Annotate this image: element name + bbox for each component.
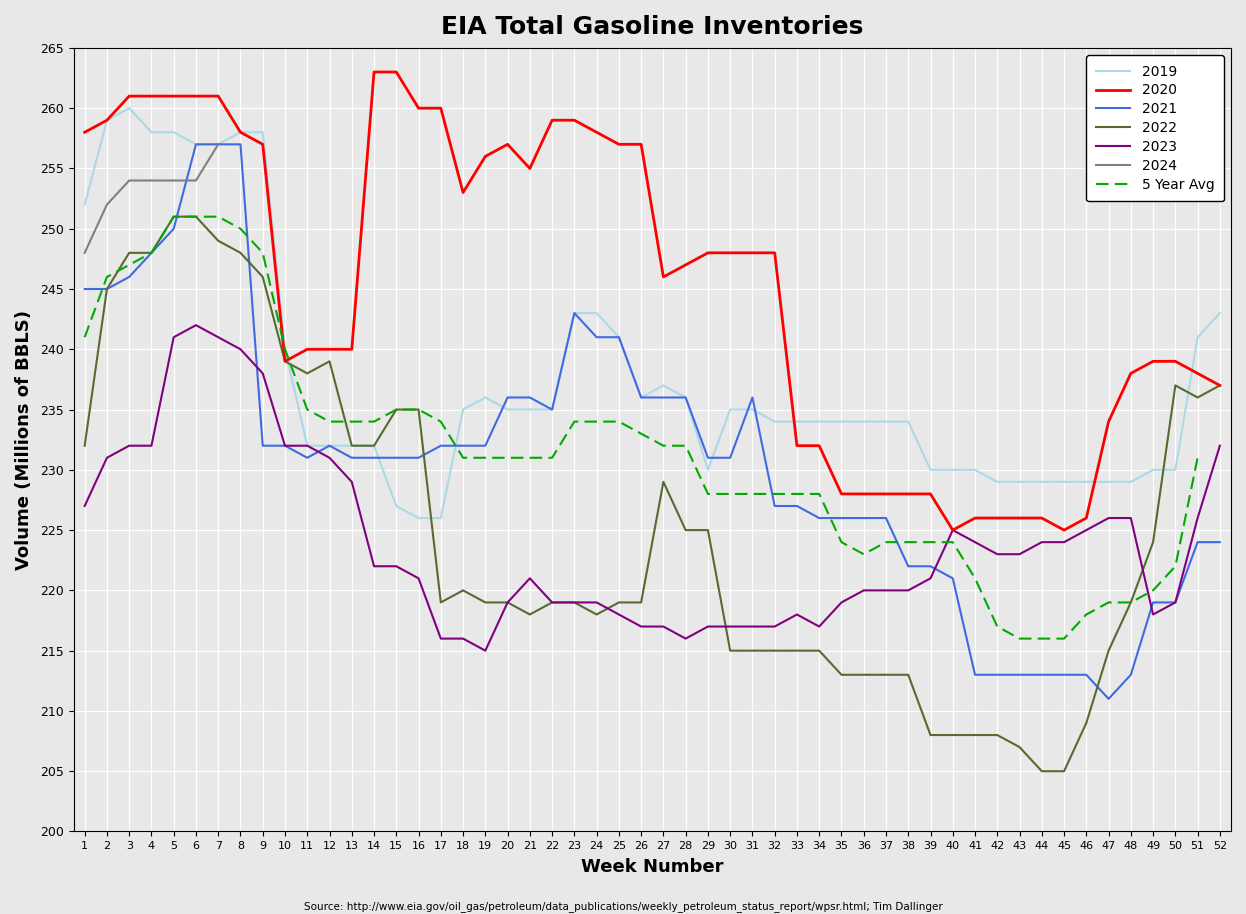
2024 xyxy=(166,175,181,186)
2022 xyxy=(500,597,515,608)
2023 xyxy=(856,585,871,596)
2021 xyxy=(1101,694,1116,705)
Line: 2019: 2019 xyxy=(85,108,1220,518)
5 Year Avg xyxy=(434,416,449,427)
2023 xyxy=(811,621,826,632)
Line: 2023: 2023 xyxy=(85,325,1220,651)
2023 xyxy=(655,621,670,632)
2023 xyxy=(522,573,537,584)
2019 xyxy=(411,513,426,524)
2020 xyxy=(834,488,849,499)
5 Year Avg xyxy=(834,537,849,547)
2021 xyxy=(634,392,649,403)
2020 xyxy=(1212,380,1227,391)
2020 xyxy=(946,525,961,536)
2019 xyxy=(811,416,826,427)
2024 xyxy=(145,175,159,186)
2022 xyxy=(834,669,849,680)
2024 xyxy=(211,139,226,150)
2021 xyxy=(790,501,805,512)
Line: 2024: 2024 xyxy=(85,144,218,253)
2023 xyxy=(77,501,92,512)
2020 xyxy=(166,90,181,101)
2023 xyxy=(188,320,203,331)
2019 xyxy=(77,199,92,210)
Y-axis label: Volume (Millions of BBLS): Volume (Millions of BBLS) xyxy=(15,310,32,569)
5 Year Avg xyxy=(1168,561,1182,572)
5 Year Avg xyxy=(77,332,92,343)
2023 xyxy=(478,645,493,656)
2021 xyxy=(77,283,92,294)
5 Year Avg xyxy=(344,416,359,427)
2022 xyxy=(790,645,805,656)
2021 xyxy=(1212,537,1227,547)
2022 xyxy=(77,441,92,452)
2022 xyxy=(634,597,649,608)
5 Year Avg xyxy=(166,211,181,222)
2024 xyxy=(122,175,137,186)
2024 xyxy=(188,175,203,186)
2019 xyxy=(655,380,670,391)
2020 xyxy=(500,139,515,150)
2019 xyxy=(723,404,738,415)
2021 xyxy=(834,513,849,524)
2020 xyxy=(700,248,715,259)
2020 xyxy=(790,441,805,452)
2024 xyxy=(77,248,92,259)
2020 xyxy=(366,67,381,78)
2021 xyxy=(188,139,203,150)
2022 xyxy=(1212,380,1227,391)
2023 xyxy=(723,621,738,632)
Text: Source: http://www.eia.gov/oil_gas/petroleum/data_publications/weekly_petroleum_: Source: http://www.eia.gov/oil_gas/petro… xyxy=(304,901,942,912)
2022 xyxy=(166,211,181,222)
2019 xyxy=(188,139,203,150)
Title: EIA Total Gasoline Inventories: EIA Total Gasoline Inventories xyxy=(441,15,863,39)
2019 xyxy=(1212,308,1227,319)
2019 xyxy=(856,416,871,427)
5 Year Avg xyxy=(1012,633,1027,644)
2021 xyxy=(500,392,515,403)
2021 xyxy=(700,452,715,463)
2019 xyxy=(122,102,137,113)
X-axis label: Week Number: Week Number xyxy=(581,858,724,877)
2024 xyxy=(100,199,115,210)
2020 xyxy=(634,139,649,150)
2023 xyxy=(1212,441,1227,452)
2020 xyxy=(77,127,92,138)
2021 xyxy=(166,223,181,234)
Line: 5 Year Avg: 5 Year Avg xyxy=(85,217,1197,639)
5 Year Avg xyxy=(901,537,916,547)
2022 xyxy=(1034,766,1049,777)
Line: 2020: 2020 xyxy=(85,72,1220,530)
2019 xyxy=(522,404,537,415)
5 Year Avg xyxy=(456,452,471,463)
5 Year Avg xyxy=(1190,452,1205,463)
2023 xyxy=(166,332,181,343)
2022 xyxy=(700,525,715,536)
Line: 2022: 2022 xyxy=(85,217,1220,771)
Line: 2021: 2021 xyxy=(85,144,1220,699)
Legend: 2019, 2020, 2021, 2022, 2023, 2024, 5 Year Avg: 2019, 2020, 2021, 2022, 2023, 2024, 5 Ye… xyxy=(1087,55,1224,201)
2022 xyxy=(188,211,203,222)
